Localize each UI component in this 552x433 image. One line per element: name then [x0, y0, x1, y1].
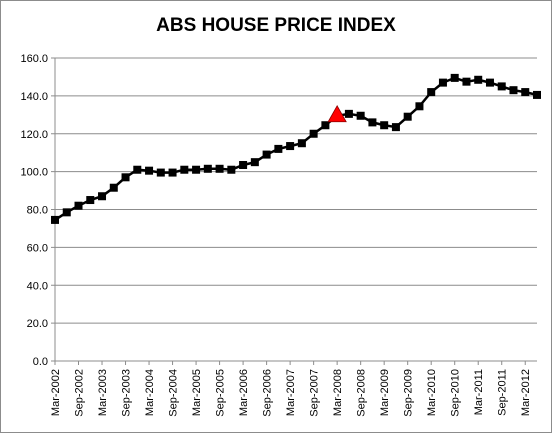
x-tick-label: Sep-2010 [450, 369, 462, 417]
data-point [297, 139, 306, 148]
x-tick-label: Sep-2003 [121, 369, 133, 417]
x-tick-label: Mar-2006 [238, 369, 250, 416]
data-point [133, 165, 142, 174]
x-tick-label: Mar-2004 [144, 369, 156, 416]
data-point [51, 215, 59, 224]
data-point [321, 121, 330, 130]
series-markers [51, 73, 541, 224]
series-path [54, 76, 538, 221]
y-axis: 0.0 20.0 40.0 60.0 80.0 100.0 120.0 140.0 160.0 [20, 53, 537, 368]
data-point [380, 121, 389, 130]
data-point [239, 160, 248, 169]
data-point [215, 164, 224, 173]
data-point [109, 183, 118, 192]
y-tick-label: 120.0 [20, 129, 48, 141]
x-tick-label: Mar-2005 [191, 369, 203, 416]
y-tick-label: 80.0 [27, 205, 48, 217]
data-point [497, 82, 506, 91]
data-point [438, 78, 447, 87]
x-tick-label: Mar-2012 [520, 369, 532, 416]
x-tick-label: Sep-2011 [497, 369, 509, 416]
data-point [121, 173, 130, 182]
y-tick-label: 40.0 [27, 280, 48, 292]
data-point [521, 88, 530, 97]
y-tick-label: 140.0 [20, 91, 48, 103]
highlight-point [327, 104, 347, 123]
data-point [286, 142, 295, 151]
x-tick-label: Mar-2002 [50, 369, 62, 416]
data-point [180, 165, 189, 174]
data-point [145, 166, 154, 175]
data-point [427, 88, 436, 97]
data-point [192, 165, 201, 174]
data-point [74, 201, 83, 210]
x-tick-label: Sep-2004 [168, 369, 180, 417]
data-point [462, 77, 471, 86]
x-tick-label: Mar-2007 [285, 369, 297, 416]
data-point [474, 75, 483, 84]
data-point [415, 102, 424, 111]
x-tick-label: Sep-2007 [309, 369, 321, 417]
x-axis: Mar-2002 Sep-2002 Mar-2003 Sep-2003 Mar-2004… [50, 361, 532, 417]
data-point [309, 129, 318, 138]
y-tick-label: 60.0 [27, 242, 48, 254]
data-point [391, 123, 400, 132]
data-point [356, 111, 365, 120]
x-tick-label: Mar-2010 [426, 369, 438, 416]
data-point [156, 168, 165, 177]
x-tick-label: Sep-2008 [356, 369, 368, 417]
y-tick-label: 160.0 [20, 53, 48, 65]
data-point [250, 158, 259, 167]
data-point [86, 196, 95, 205]
data-point [62, 208, 71, 217]
data-point [227, 165, 236, 174]
y-tick-label: 100.0 [20, 167, 48, 179]
data-point [509, 86, 518, 95]
x-tick-label: Mar-2011 [473, 369, 485, 415]
gridlines [55, 57, 537, 362]
x-tick-label: Mar-2003 [97, 369, 109, 416]
data-point [274, 144, 283, 153]
x-tick-label: Sep-2006 [262, 369, 274, 417]
data-point [368, 118, 377, 127]
data-point [450, 73, 459, 82]
x-tick-label: Sep-2002 [74, 369, 86, 417]
data-point [533, 90, 541, 99]
data-point [262, 150, 271, 159]
data-point [344, 109, 353, 118]
x-tick-label: Mar-2008 [332, 369, 344, 416]
x-tick-label: Sep-2005 [215, 369, 227, 417]
y-tick-label: 0.0 [33, 356, 48, 368]
data-point [98, 192, 107, 201]
chart-title: ABS HOUSE PRICE INDEX [156, 15, 396, 36]
x-tick-label: Mar-2009 [379, 369, 391, 416]
series-line [54, 76, 538, 221]
data-point [203, 164, 212, 173]
data-point [168, 168, 177, 177]
x-tick-label: Sep-2009 [403, 369, 415, 417]
data-point [485, 78, 494, 87]
y-tick-label: 20.0 [27, 318, 48, 330]
data-point [403, 112, 412, 121]
